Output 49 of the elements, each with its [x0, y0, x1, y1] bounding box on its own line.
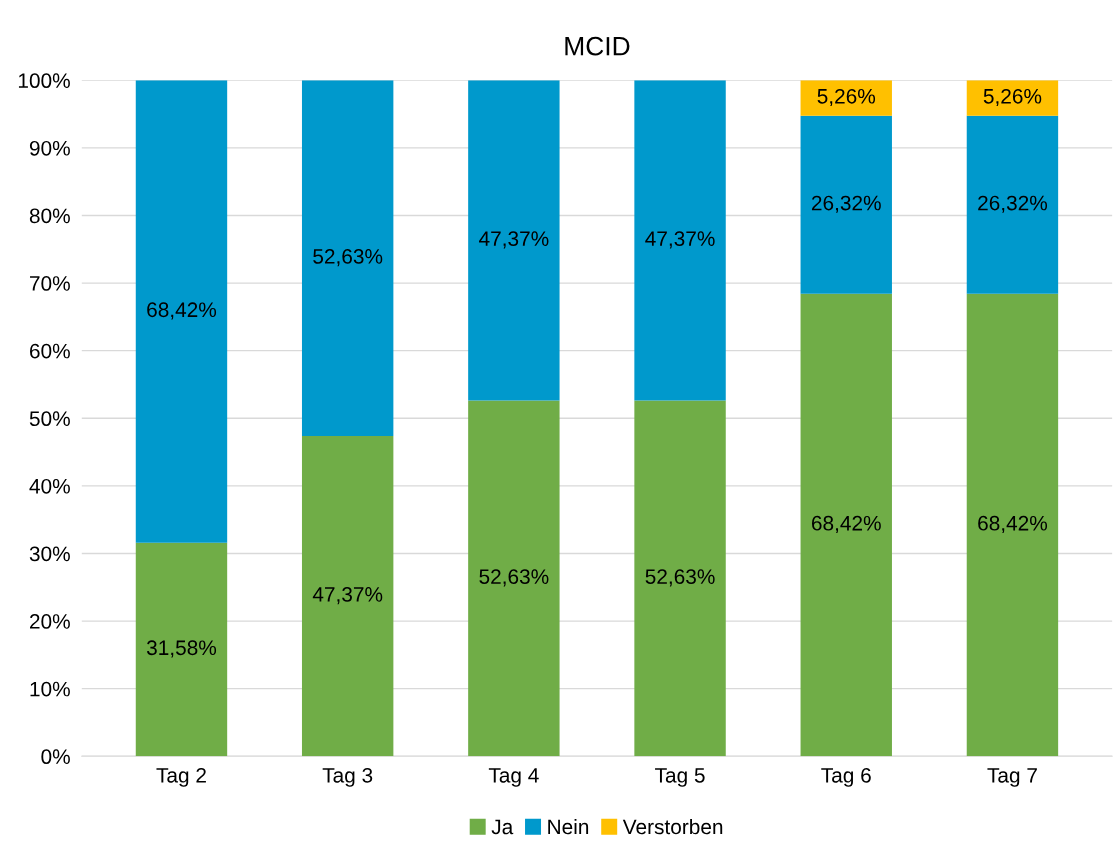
chart-title: MCID — [565, 36, 630, 56]
x-tick-label: Tag 2 — [156, 767, 206, 787]
legend-label: Verstorben — [622, 818, 723, 835]
data-label: 47,37% — [645, 231, 715, 249]
data-label: 68,42% — [147, 302, 217, 320]
y-tick-label: 80% — [29, 208, 70, 224]
x-tick-label: Tag 4 — [488, 768, 539, 787]
bar — [800, 80, 892, 116]
bar — [135, 80, 228, 543]
data-label: 52,63% — [313, 249, 383, 267]
data-label: 26,32% — [978, 195, 1048, 213]
bar — [634, 400, 726, 757]
y-tick-label: 70% — [30, 276, 70, 291]
bar — [468, 80, 560, 401]
x-tick-label: Tag 7 — [987, 768, 1037, 787]
y-tick-label: 90% — [29, 140, 70, 156]
data-label: 26,32% — [811, 195, 881, 213]
data-label: 52,63% — [645, 569, 715, 587]
y-tick-label: 30% — [29, 546, 70, 562]
bar — [468, 400, 560, 757]
y-tick-label: 60% — [30, 343, 70, 359]
bar — [135, 542, 228, 757]
y-tick-label: 20% — [30, 614, 70, 629]
legend-label: Nein — [548, 818, 589, 835]
x-tick-label: Tag 3 — [322, 767, 373, 787]
y-tick-label: 40% — [29, 478, 70, 494]
bar — [800, 115, 892, 294]
data-label: 47,37% — [479, 231, 549, 249]
data-label: 52,63% — [479, 569, 549, 587]
bar — [966, 80, 1059, 116]
data-label: 5,26% — [817, 88, 876, 107]
data-label: 5,26% — [983, 88, 1042, 107]
bar — [800, 293, 892, 757]
x-tick-label: Tag 6 — [821, 767, 871, 787]
bar — [634, 80, 726, 401]
legend-label: Ja — [491, 819, 514, 835]
bar — [301, 80, 394, 437]
y-tick-label: 50% — [29, 411, 70, 427]
bar — [966, 293, 1059, 757]
data-label: 31,58% — [146, 640, 217, 658]
bar — [966, 115, 1059, 294]
y-tick-label: 10% — [30, 681, 70, 697]
data-label: 68,42% — [811, 515, 881, 534]
bar — [301, 436, 394, 757]
y-tick-label: 100% — [18, 73, 70, 89]
data-label: 47,37% — [312, 587, 383, 605]
x-tick-label: Tag 5 — [655, 768, 705, 787]
data-label: 68,42% — [978, 515, 1048, 534]
y-tick-label: 0% — [41, 749, 70, 765]
